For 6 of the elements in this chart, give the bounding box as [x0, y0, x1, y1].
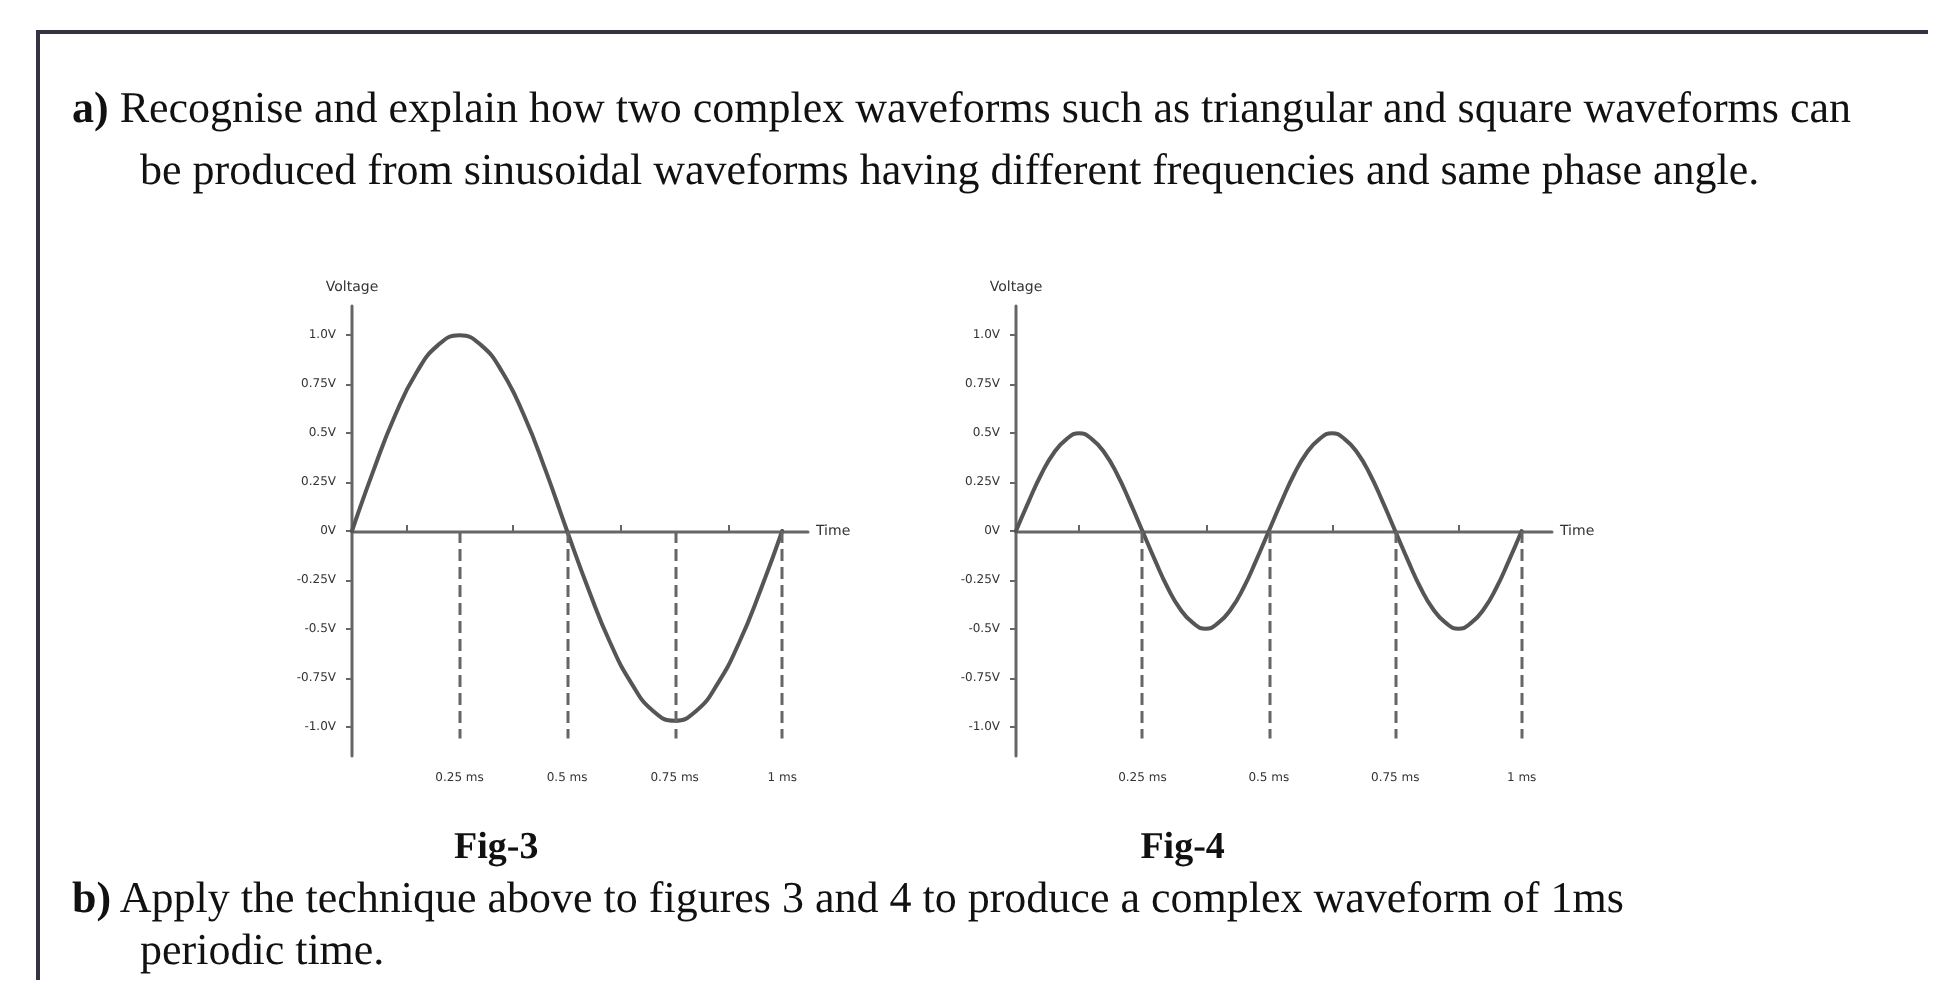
text: Fig-3: [454, 826, 539, 868]
text: Fig-4: [1140, 826, 1226, 868]
text: a) Recognise and explain how two complex waveforms such as triangular and square waveforms can be produced from sinusoidal waveforms having different frequencies and same phase angle.: [72, 82, 1851, 194]
text: b) Apply the technique above to figures 3 and 4 to produce a complex waveform of 1ms periodic time.: [72, 872, 1624, 974]
line-series: [350, 333, 785, 723]
line-series: [1014, 431, 1524, 631]
